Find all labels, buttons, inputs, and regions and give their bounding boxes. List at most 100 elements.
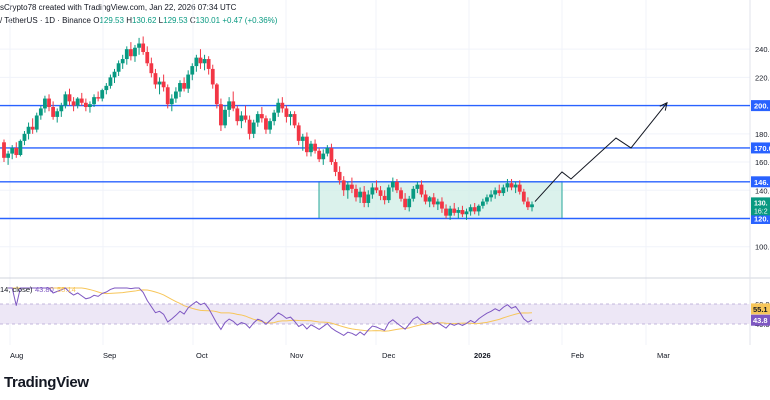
candle bbox=[440, 197, 444, 213]
candle bbox=[88, 101, 92, 113]
candle-body bbox=[243, 115, 248, 120]
candle-body bbox=[460, 210, 465, 215]
x-axis-label: Dec bbox=[382, 351, 396, 360]
candle bbox=[366, 190, 371, 208]
candle-body bbox=[476, 205, 481, 212]
candle-body bbox=[284, 108, 289, 117]
last-price-text: 130. bbox=[754, 200, 768, 207]
projection-path bbox=[534, 102, 668, 202]
candle-body bbox=[239, 115, 244, 122]
candle-body bbox=[18, 140, 23, 155]
candle-body bbox=[108, 77, 113, 86]
high-label: H bbox=[126, 16, 132, 25]
x-axis-label: Oct bbox=[196, 351, 209, 360]
candle-body bbox=[350, 184, 354, 189]
level-price-text: 146. bbox=[754, 178, 769, 187]
candle-body bbox=[444, 208, 448, 216]
candle bbox=[120, 54, 125, 69]
candle bbox=[124, 46, 129, 65]
candle-body bbox=[6, 153, 10, 158]
candle-body bbox=[71, 101, 76, 106]
candle-body bbox=[399, 190, 403, 199]
candle-body bbox=[264, 118, 268, 130]
candle bbox=[55, 108, 60, 123]
symbol-name: / TetherUS · 1D · Binance bbox=[0, 16, 92, 25]
candle bbox=[153, 68, 158, 89]
candle-body bbox=[79, 98, 84, 103]
level-price-badge bbox=[751, 100, 770, 112]
candle bbox=[501, 184, 506, 196]
candle-body bbox=[75, 98, 80, 106]
x-axis-label: 2026 bbox=[474, 351, 491, 360]
low-value: 129.53 bbox=[163, 16, 188, 25]
candle bbox=[71, 97, 76, 112]
candle bbox=[214, 83, 219, 109]
y-axis-label: 100.0 bbox=[755, 243, 770, 252]
candle bbox=[444, 204, 448, 219]
candle-body bbox=[47, 98, 51, 108]
candle bbox=[304, 132, 309, 157]
level-price-badge bbox=[751, 142, 770, 154]
candle-body bbox=[124, 49, 129, 60]
candle bbox=[419, 180, 424, 198]
candle-body bbox=[174, 91, 178, 99]
candle bbox=[354, 184, 358, 202]
candle bbox=[472, 202, 477, 215]
candle-body bbox=[272, 112, 277, 122]
last-price-badge bbox=[751, 197, 770, 216]
candle bbox=[521, 188, 526, 205]
candle bbox=[435, 198, 440, 211]
candle bbox=[350, 177, 354, 194]
candle bbox=[83, 98, 88, 112]
candle bbox=[145, 46, 150, 67]
y-axis-label: 240.0 bbox=[755, 45, 770, 54]
candle-body bbox=[92, 97, 96, 105]
candle bbox=[92, 94, 96, 108]
candle-body bbox=[153, 73, 158, 85]
candle bbox=[51, 101, 56, 120]
candle-body bbox=[26, 126, 31, 134]
candle-body bbox=[329, 147, 334, 163]
candle bbox=[247, 115, 252, 140]
candle-body bbox=[34, 115, 39, 130]
candle-body bbox=[378, 190, 383, 196]
candle-body bbox=[509, 183, 514, 188]
candle-body bbox=[497, 190, 502, 194]
candle-body bbox=[247, 119, 252, 134]
candle-body bbox=[165, 87, 170, 105]
rsi-legend-label: 14, close) bbox=[0, 285, 33, 294]
candle bbox=[235, 105, 240, 126]
candle-body bbox=[296, 125, 301, 141]
candle bbox=[67, 88, 72, 106]
candle-body bbox=[325, 147, 330, 154]
candle bbox=[186, 70, 191, 93]
candle-body bbox=[464, 211, 469, 215]
candle bbox=[141, 36, 146, 55]
candle bbox=[493, 187, 498, 199]
candle bbox=[174, 87, 178, 103]
candle-body bbox=[14, 147, 19, 155]
candles-layer bbox=[2, 36, 534, 220]
candle bbox=[149, 57, 154, 78]
rsi-ma-badge bbox=[751, 303, 770, 315]
candle bbox=[464, 208, 469, 220]
candle-body bbox=[157, 81, 162, 85]
rsi-band bbox=[0, 304, 750, 324]
close-value: 130.01 bbox=[195, 16, 221, 25]
candle bbox=[169, 94, 174, 112]
candle-body bbox=[51, 107, 56, 117]
candle bbox=[210, 64, 215, 89]
candle bbox=[390, 177, 395, 192]
candle-body bbox=[43, 98, 47, 109]
open-label: O bbox=[93, 16, 100, 25]
candle bbox=[431, 193, 436, 208]
candle bbox=[309, 140, 313, 157]
candle-body bbox=[341, 180, 346, 191]
candle-body bbox=[530, 204, 534, 208]
candle bbox=[255, 111, 260, 127]
candle bbox=[489, 190, 493, 202]
candle bbox=[116, 60, 121, 76]
candle bbox=[231, 91, 236, 112]
candle bbox=[374, 180, 379, 194]
